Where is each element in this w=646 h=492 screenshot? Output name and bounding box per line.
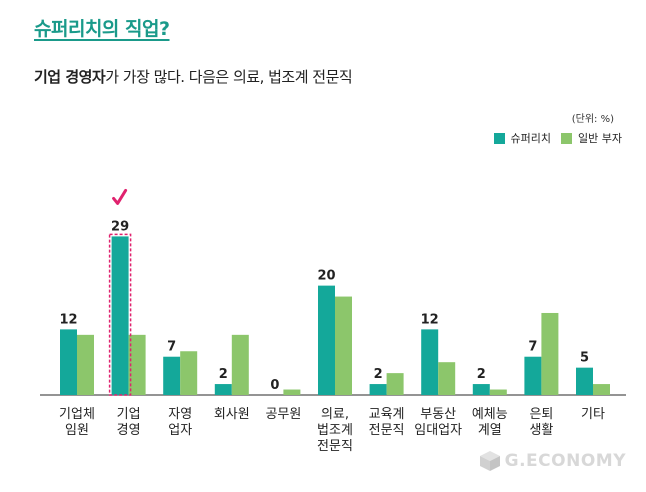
- bar-superrich-8: [472, 384, 490, 395]
- watermark: G.ECONOMY: [479, 450, 626, 472]
- data-label-3: 2: [219, 367, 228, 382]
- category-label-5-2: 전문직: [317, 439, 353, 454]
- legend-swatch-general-rich: [561, 132, 573, 144]
- bar-superrich-0: [60, 329, 77, 395]
- data-label-9: 7: [528, 340, 537, 355]
- legend-label-superrich: 슈퍼리치: [510, 132, 552, 145]
- bar-general-rich-8: [489, 389, 507, 395]
- bar-general-rich-2: [180, 351, 198, 395]
- bar-superrich-5: [318, 285, 335, 395]
- data-label-8: 2: [477, 367, 486, 382]
- legend-swatch-superrich: [493, 132, 505, 144]
- data-label-10: 5: [580, 351, 589, 366]
- legend: 슈퍼리치 일반 부자: [493, 130, 622, 146]
- category-label-6-1: 전문직: [369, 423, 405, 438]
- data-label-7: 12: [421, 312, 439, 327]
- category-label-1-0: 기업: [117, 407, 141, 422]
- bar-superrich-1: [111, 236, 129, 395]
- bar-general-rich-4: [283, 389, 301, 395]
- subtitle-highlight: 기업 경영자: [34, 68, 106, 86]
- bar-general-rich-9: [541, 312, 559, 395]
- subtitle-text: 가 가장 많다. 다음은 의료, 법조계 전문직: [105, 68, 353, 86]
- category-label-4-0: 공무원: [265, 407, 301, 422]
- category-label-3-0: 회사원: [214, 407, 250, 422]
- category-label-5-1: 법조계: [317, 423, 353, 438]
- bar-general-rich-10: [593, 384, 610, 395]
- data-label-1: 29: [111, 219, 129, 234]
- bar-superrich-10: [576, 367, 593, 395]
- bar-general-rich-6: [386, 373, 404, 395]
- checkmark-icon: [112, 188, 128, 205]
- bar-superrich-7: [421, 329, 439, 395]
- category-label-7-1: 임대업자: [414, 423, 462, 438]
- data-label-2: 7: [167, 340, 176, 355]
- category-label-2-0: 자영: [168, 407, 192, 422]
- legend-item-superrich: 슈퍼리치: [493, 130, 552, 146]
- category-label-0-0: 기업체: [59, 407, 95, 422]
- bar-superrich-2: [163, 356, 181, 395]
- data-label-5: 20: [317, 269, 335, 284]
- data-label-0: 12: [59, 312, 77, 327]
- category-label-9-0: 은퇴: [529, 407, 553, 422]
- bar-superrich-3: [214, 384, 232, 395]
- highlight-outline: [108, 233, 132, 396]
- bar-general-rich-0: [77, 334, 94, 395]
- category-label-0-1: 임원: [65, 423, 89, 438]
- watermark-text: G.ECONOMY: [504, 451, 626, 471]
- legend-label-general-rich: 일반 부자: [578, 132, 622, 145]
- bar-general-rich-7: [438, 362, 456, 395]
- category-label-9-1: 생활: [529, 423, 553, 438]
- category-label-8-1: 계열: [478, 423, 502, 438]
- chart-title: 슈퍼리치의 직업?: [34, 18, 170, 40]
- bar-general-rich-5: [335, 296, 352, 395]
- bar-general-rich-1: [128, 334, 146, 395]
- category-label-2-1: 업자: [168, 423, 192, 438]
- chart-subtitle: 기업 경영자가 가장 많다. 다음은 의료, 법조계 전문직: [34, 66, 353, 87]
- bar-superrich-9: [524, 356, 542, 395]
- category-label-7-0: 부동산: [420, 407, 456, 422]
- cube-logo-icon: [479, 451, 500, 471]
- category-label-1-1: 경영: [117, 423, 141, 438]
- legend-item-general-rich: 일반 부자: [561, 130, 622, 146]
- data-label-6: 2: [374, 367, 383, 382]
- data-label-4: 0: [270, 378, 279, 393]
- category-label-8-0: 예체능: [472, 407, 508, 422]
- bar-general-rich-3: [231, 334, 249, 395]
- unit-label: (단위: %): [571, 114, 614, 125]
- category-label-10-0: 기타: [581, 407, 605, 422]
- bar-superrich-6: [369, 384, 387, 395]
- category-label-6-0: 교육계: [369, 407, 405, 422]
- category-label-5-0: 의료,: [321, 407, 349, 422]
